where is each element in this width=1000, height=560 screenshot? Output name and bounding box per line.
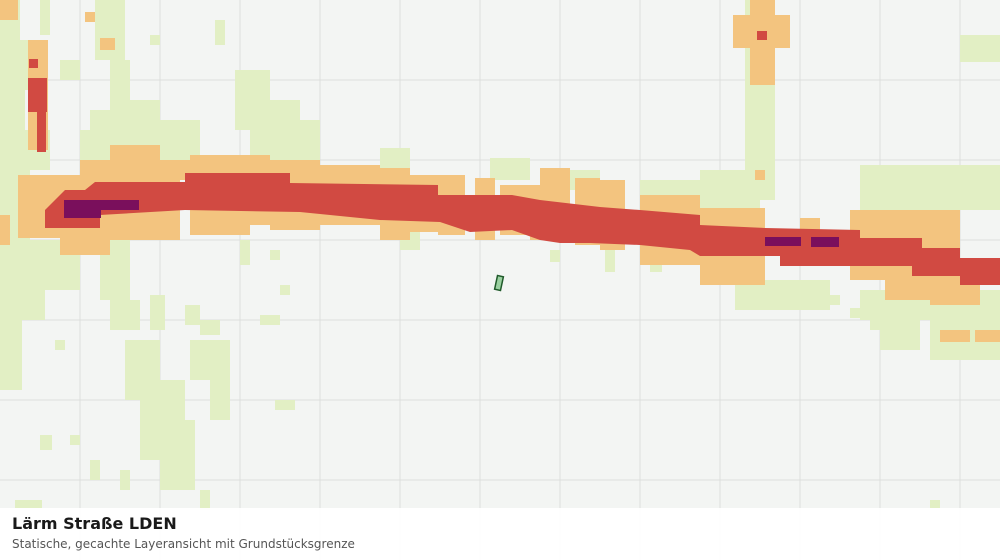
noise-cell-low (260, 315, 280, 325)
noise-cell-low (95, 0, 125, 60)
noise-cell-low (380, 148, 410, 168)
noise-cell-low (960, 35, 1000, 62)
noise-cell-low (160, 420, 195, 490)
noise-cell-low (90, 460, 100, 480)
noise-cell-low (55, 340, 65, 350)
noise-cell-low (860, 165, 1000, 210)
parcel-boundary (493, 274, 505, 292)
noise-cell-low (110, 300, 140, 330)
noise-cell-low (930, 500, 940, 508)
noise-cell-low (40, 0, 50, 35)
noise-cell-low (210, 380, 230, 420)
noise-cell-low (0, 290, 22, 390)
noise-cell-low (200, 320, 220, 335)
noise-cell-low (490, 158, 530, 180)
noise-cell-medium (940, 330, 970, 342)
noise-cell-medium (540, 168, 570, 185)
noise-cell-low (215, 20, 225, 45)
noise-cell-medium (110, 145, 160, 175)
noise-cell-medium (85, 12, 95, 22)
noise-cell-high (37, 112, 46, 152)
noise-cell-low (830, 295, 840, 305)
noise-cell-very-high (811, 237, 839, 247)
noise-cell-low (200, 490, 210, 510)
noise-cell-low (120, 100, 160, 150)
noise-cell-medium (0, 0, 18, 20)
noise-cell-low (280, 285, 290, 295)
noise-cell-high (757, 31, 767, 40)
map-title: Lärm Straße LDEN (12, 514, 177, 533)
noise-cell-very-high (64, 210, 101, 218)
noise-cell-low (150, 35, 160, 45)
noise-cell-high (29, 59, 38, 68)
noise-cell-low (120, 470, 130, 490)
noise-cell-low (40, 435, 52, 450)
noise-cell-low (15, 500, 42, 508)
noise-cell-low (0, 40, 30, 90)
noise-cell-low (270, 250, 280, 260)
noise-cell-medium (0, 215, 10, 245)
noise-cell-low (970, 340, 990, 360)
noise-cell-low (190, 340, 230, 380)
map-subtitle: Statische, gecachte Layeransicht mit Gru… (12, 537, 355, 551)
caption-panel: Lärm Straße LDEN Statische, gecachte Lay… (0, 508, 1000, 560)
noise-cell-low (150, 295, 165, 330)
noise-cell-low (850, 308, 862, 318)
noise-cell-low (275, 400, 295, 410)
noise-cell-low (240, 240, 250, 265)
noise-cell-low (20, 240, 45, 320)
noise-cell-low (70, 435, 80, 445)
noise-cell-medium (100, 38, 115, 50)
noise-cell-medium (975, 330, 1000, 342)
noise-cell-very-high (64, 200, 139, 210)
noise-cell-very-high (765, 237, 801, 246)
noise-cell-low (605, 250, 615, 272)
noise-cell-medium (755, 170, 765, 180)
noise-band-high (45, 173, 1000, 285)
noise-cell-low (870, 318, 885, 330)
noise-cell-high (28, 78, 47, 112)
noise-cell-low (880, 300, 920, 350)
noise-cell-low (60, 60, 80, 80)
noise-cell-low (185, 305, 200, 325)
noise-cell-low (550, 250, 560, 262)
noise-peaks (28, 31, 839, 247)
